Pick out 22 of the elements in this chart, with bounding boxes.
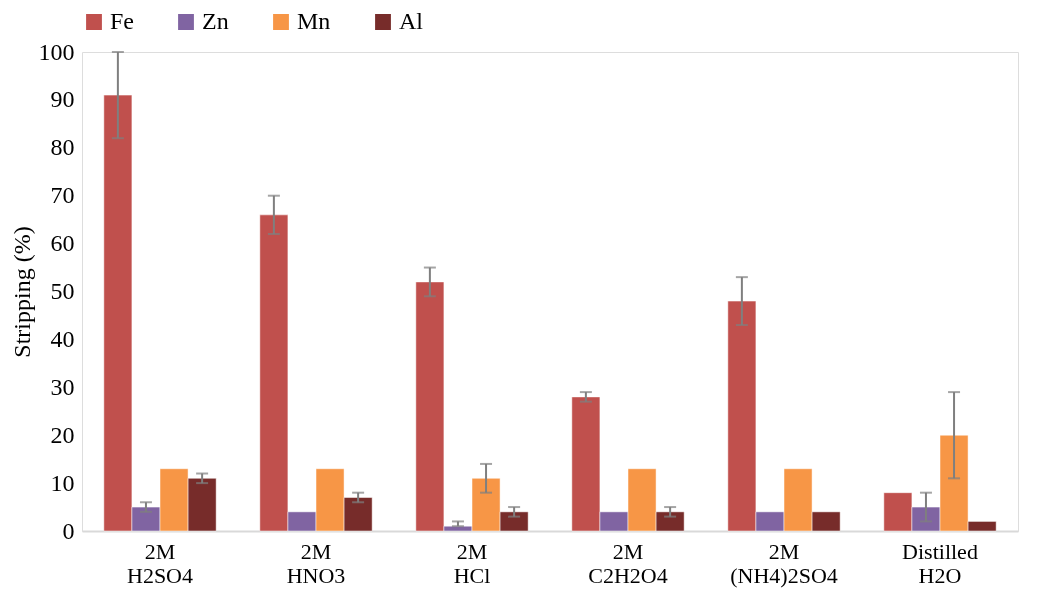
y-tick-label: 20: [50, 421, 75, 448]
x-tick-label: 2M HCl: [453, 538, 491, 588]
x-tick-label: 2M H2SO4: [126, 538, 194, 588]
x-tick-label: 2M C2H2O4: [588, 538, 668, 588]
y-tick-label: 40: [50, 325, 75, 352]
y-tick-label: 10: [50, 469, 75, 496]
y-tick-label: 60: [50, 230, 75, 257]
x-tick-label: 2M (NH4)2SO4: [730, 538, 838, 588]
y-tick-label: 0: [62, 517, 75, 544]
y-tick-label: 80: [50, 134, 75, 161]
legend-label: Mn: [297, 8, 331, 34]
legend-label: Zn: [202, 8, 229, 34]
x-tick-label: 2M HNO3: [286, 538, 346, 588]
legend-label: Al: [399, 8, 424, 34]
y-tick-label: 90: [50, 86, 75, 113]
y-tick-label: 50: [50, 278, 75, 304]
y-tick-label: 70: [50, 182, 75, 209]
y-tick-label: 100: [38, 38, 75, 65]
x-tick-label: Distilled H2O: [902, 538, 978, 588]
y-tick-label: 30: [50, 373, 75, 400]
y-axis-title: Stripping (%): [8, 226, 35, 358]
legend-label: Fe: [110, 8, 134, 34]
